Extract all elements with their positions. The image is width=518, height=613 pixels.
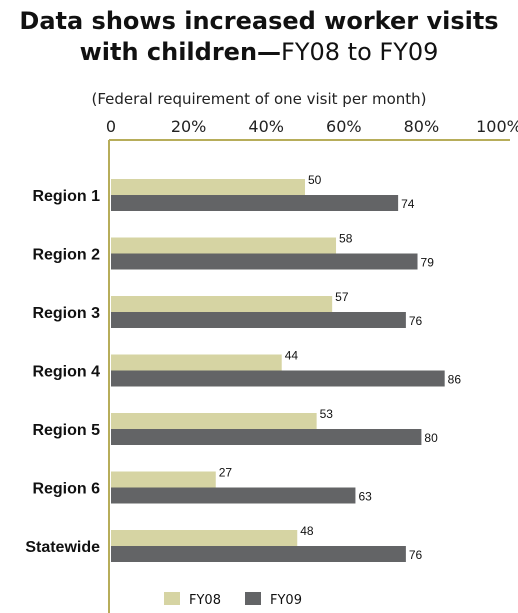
category-label: Statewide bbox=[25, 539, 100, 556]
data-label: 44 bbox=[285, 349, 299, 363]
bar-fy08 bbox=[111, 530, 298, 546]
x-tick-label: 40% bbox=[248, 117, 284, 136]
category-label: Region 6 bbox=[32, 481, 100, 498]
data-label: 57 bbox=[335, 290, 349, 304]
data-label: 76 bbox=[409, 548, 423, 562]
legend: FY08 FY09 bbox=[164, 592, 302, 608]
bar-fy09 bbox=[111, 487, 356, 504]
data-label: 86 bbox=[448, 373, 462, 387]
data-label: 53 bbox=[320, 407, 334, 421]
data-label: 79 bbox=[421, 256, 435, 270]
chart-subtitle: (Federal requirement of one visit per mo… bbox=[91, 90, 427, 108]
x-tick-label: 100% bbox=[476, 117, 518, 136]
data-label: 76 bbox=[409, 314, 423, 328]
bar-fy09 bbox=[111, 429, 422, 445]
data-label: 63 bbox=[358, 490, 372, 504]
title-line-1: Data shows increased worker visits bbox=[19, 7, 499, 35]
bar-fy09 bbox=[111, 370, 445, 387]
legend-label: FY08 bbox=[189, 593, 221, 608]
data-label: 27 bbox=[219, 466, 233, 480]
title-line-2: with children—FY08 to FY09 bbox=[0, 37, 518, 68]
category-label: Region 3 bbox=[32, 305, 100, 322]
x-axis-ticks: 0 20% 40% 60% 80% 100% bbox=[106, 117, 518, 136]
bar-fy08 bbox=[111, 179, 305, 195]
legend-swatch-fy09 bbox=[245, 592, 261, 605]
category-label: Region 2 bbox=[32, 247, 100, 264]
title-line-2-bold: with children— bbox=[79, 38, 282, 66]
data-label: 50 bbox=[308, 173, 322, 187]
data-label: 74 bbox=[401, 197, 415, 211]
chart-title: Data shows increased worker visits with … bbox=[0, 6, 518, 68]
category-label: Region 5 bbox=[32, 422, 100, 439]
data-label: 80 bbox=[424, 431, 438, 445]
bar-fy08 bbox=[111, 237, 337, 254]
x-tick-label: 80% bbox=[404, 117, 440, 136]
title-line-2-light: FY08 to FY09 bbox=[281, 38, 439, 66]
legend-swatch-fy08 bbox=[164, 592, 180, 605]
x-tick-label: 20% bbox=[171, 117, 207, 136]
category-label: Region 1 bbox=[32, 188, 100, 205]
bars-group: Region 1 50 74 Region 2 58 79 Region 3 57 76 Regi… bbox=[25, 173, 461, 562]
bar-fy09 bbox=[111, 546, 406, 562]
bar-fy08 bbox=[111, 413, 317, 429]
bar-fy09 bbox=[111, 253, 418, 270]
bar-fy08 bbox=[111, 354, 282, 371]
bar-fy08 bbox=[111, 296, 333, 312]
legend-label: FY09 bbox=[270, 593, 302, 608]
x-tick-label: 60% bbox=[326, 117, 362, 136]
x-tick-label: 0 bbox=[106, 117, 116, 136]
data-label: 48 bbox=[300, 524, 314, 538]
data-label: 58 bbox=[339, 232, 353, 246]
category-label: Region 4 bbox=[32, 364, 100, 381]
bar-fy09 bbox=[111, 312, 406, 328]
bar-fy08 bbox=[111, 471, 216, 488]
bar-fy09 bbox=[111, 195, 399, 211]
